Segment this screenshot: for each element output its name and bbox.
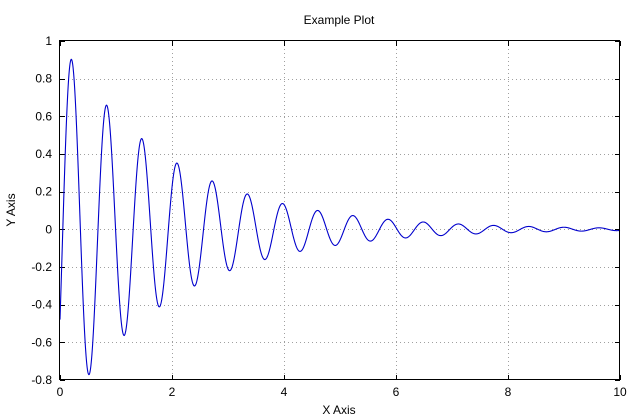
ticks <box>60 41 621 381</box>
y-tick-label: -0.8 <box>31 373 52 387</box>
y-axis-label: Y Axis <box>4 193 18 226</box>
y-tick-label: -0.4 <box>31 298 52 312</box>
x-tick-label: 6 <box>393 385 400 399</box>
y-tick-label: 0 <box>45 222 52 236</box>
y-tick-label: -0.2 <box>31 260 52 274</box>
chart-title: Example Plot <box>304 13 375 27</box>
y-tick-label: 0.4 <box>35 147 52 161</box>
y-tick-label: -0.6 <box>31 335 52 349</box>
x-tick-label: 10 <box>613 385 627 399</box>
x-tick-label: 0 <box>57 385 64 399</box>
x-tick-label: 2 <box>169 385 176 399</box>
y-tick-labels: 1 0.8 0.6 0.4 0.2 0 -0.2 -0.4 -0.6 -0.8 <box>31 34 52 387</box>
x-tick-label: 4 <box>281 385 288 399</box>
y-tick-label: 0.2 <box>35 185 52 199</box>
y-tick-label: 0.8 <box>35 72 52 86</box>
x-tick-labels: 0 2 4 6 8 10 <box>57 385 627 399</box>
series-line <box>59 58 621 376</box>
x-tick-label: 8 <box>505 385 512 399</box>
y-tick-label: 0.6 <box>35 109 52 123</box>
y-tick-label: 1 <box>45 34 52 48</box>
grid <box>60 41 620 380</box>
plot-frame <box>59 40 620 380</box>
x-axis-label: X Axis <box>322 403 355 417</box>
